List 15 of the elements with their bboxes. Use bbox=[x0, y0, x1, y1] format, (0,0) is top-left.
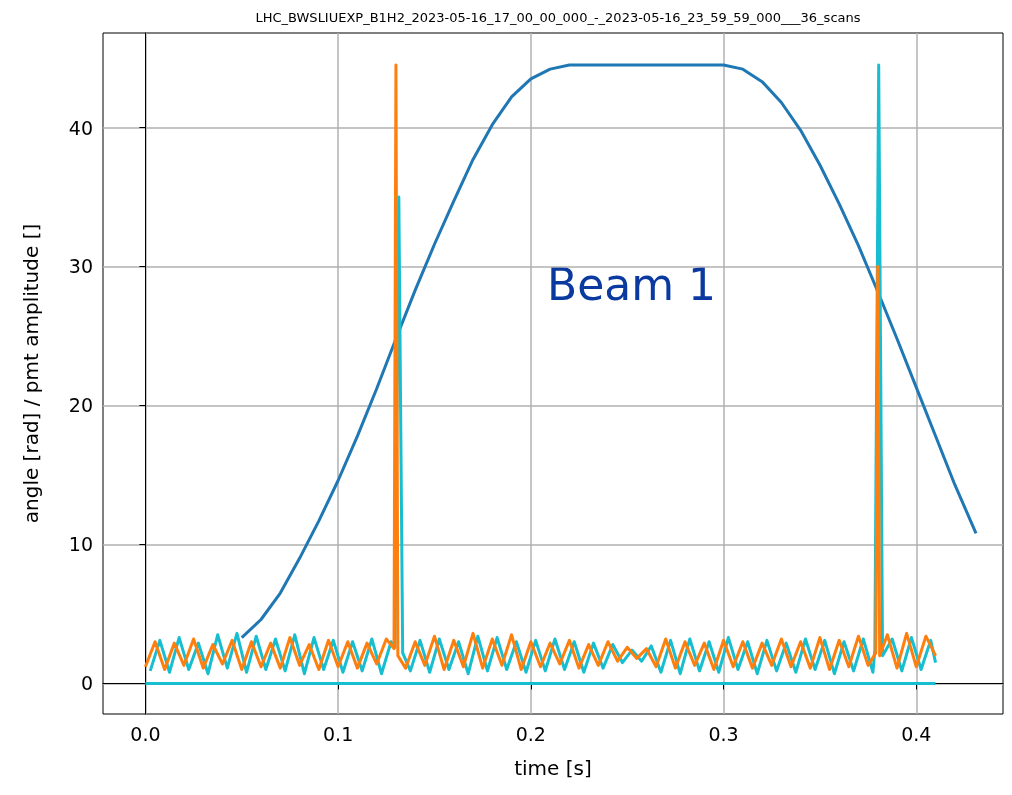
x-tick-label: 0.0 bbox=[130, 722, 161, 745]
y-tick-label: 40 bbox=[68, 116, 93, 139]
x-axis-title: time [s] bbox=[514, 756, 592, 780]
line-series bbox=[240, 63, 978, 640]
y-axis-title: angle [rad] / pmt amplitude [] bbox=[19, 223, 43, 524]
chart-title: LHC_BWSLIUEXP_B1H2_2023-05-16_17_00_00_000_-_2023-05-16_23_59_59_000___36_scans bbox=[255, 10, 861, 25]
y-tick-label: 20 bbox=[68, 394, 93, 417]
annotation: Beam 1 bbox=[547, 258, 717, 310]
y-tick-label: 30 bbox=[68, 255, 93, 278]
y-tick-label: 0 bbox=[80, 672, 93, 695]
x-tick-label: 0.3 bbox=[708, 722, 739, 745]
x-tick-label: 0.1 bbox=[323, 722, 354, 745]
x-tick-label: 0.4 bbox=[901, 722, 932, 745]
y-tick-label: 10 bbox=[68, 533, 93, 556]
x-tick-label: 0.2 bbox=[515, 722, 546, 745]
